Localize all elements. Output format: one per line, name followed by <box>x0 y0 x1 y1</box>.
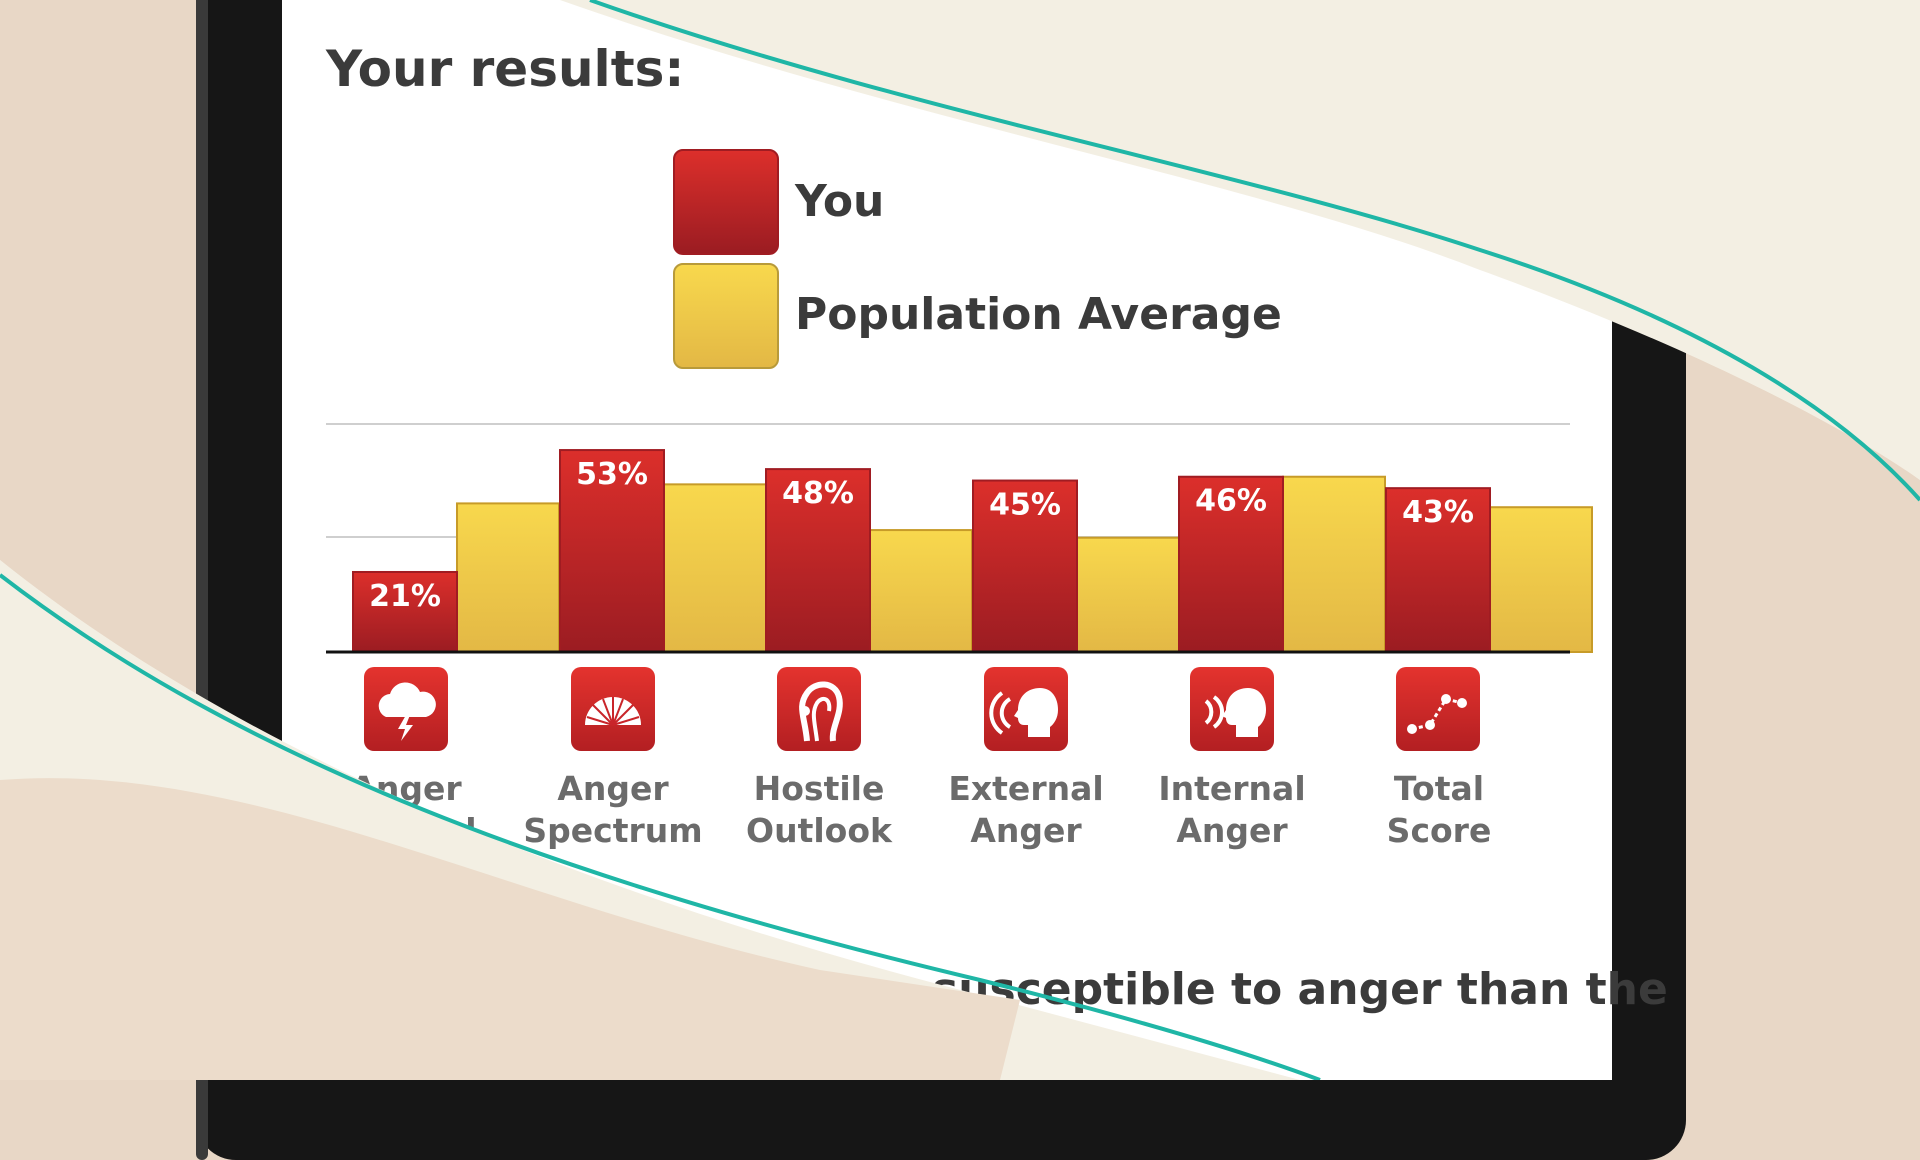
bar-chart: 21% 53% 48% 45% 46% 43% <box>326 423 1593 654</box>
bar-population-average-5 <box>1489 506 1593 653</box>
storm-cloud-icon <box>364 667 448 751</box>
category-label-anger-arousal: Anger Arousal <box>335 769 477 850</box>
spectrum-gauge-icon <box>571 667 655 751</box>
category-label-total-score: Total Score <box>1386 769 1492 850</box>
data-label-you-4: 46% <box>1195 484 1267 519</box>
data-label-you-3: 45% <box>989 488 1061 523</box>
category-label-hostile-outlook: Hostile Outlook <box>746 769 892 850</box>
external-anger-head-icon <box>984 667 1068 751</box>
data-label-you-5: 43% <box>1402 495 1474 530</box>
data-label-you-2: 48% <box>782 476 854 511</box>
result-summary-text: susceptible to anger than the <box>932 964 1668 1015</box>
data-label-you-1: 53% <box>576 457 648 492</box>
bar-population-average-3 <box>1076 536 1180 653</box>
hostile-outlook-icon <box>777 667 861 751</box>
bars-group: 21% 53% 48% 45% 46% 43% <box>352 449 1593 654</box>
internal-anger-head-icon <box>1190 667 1274 751</box>
category-label-internal-anger: Internal Anger <box>1158 769 1306 850</box>
category-label-anger-spectrum: Anger Spectrum <box>523 769 703 850</box>
category-label-external-anger: External Anger <box>948 769 1104 850</box>
bar-population-average-1 <box>663 483 767 653</box>
total-score-graph-icon <box>1396 667 1480 751</box>
bar-population-average-4 <box>1282 475 1386 654</box>
data-label-you-0: 21% <box>369 579 441 614</box>
bar-you-5 <box>1385 487 1491 654</box>
bar-population-average-2 <box>869 529 973 654</box>
bar-population-average-0 <box>456 502 560 653</box>
